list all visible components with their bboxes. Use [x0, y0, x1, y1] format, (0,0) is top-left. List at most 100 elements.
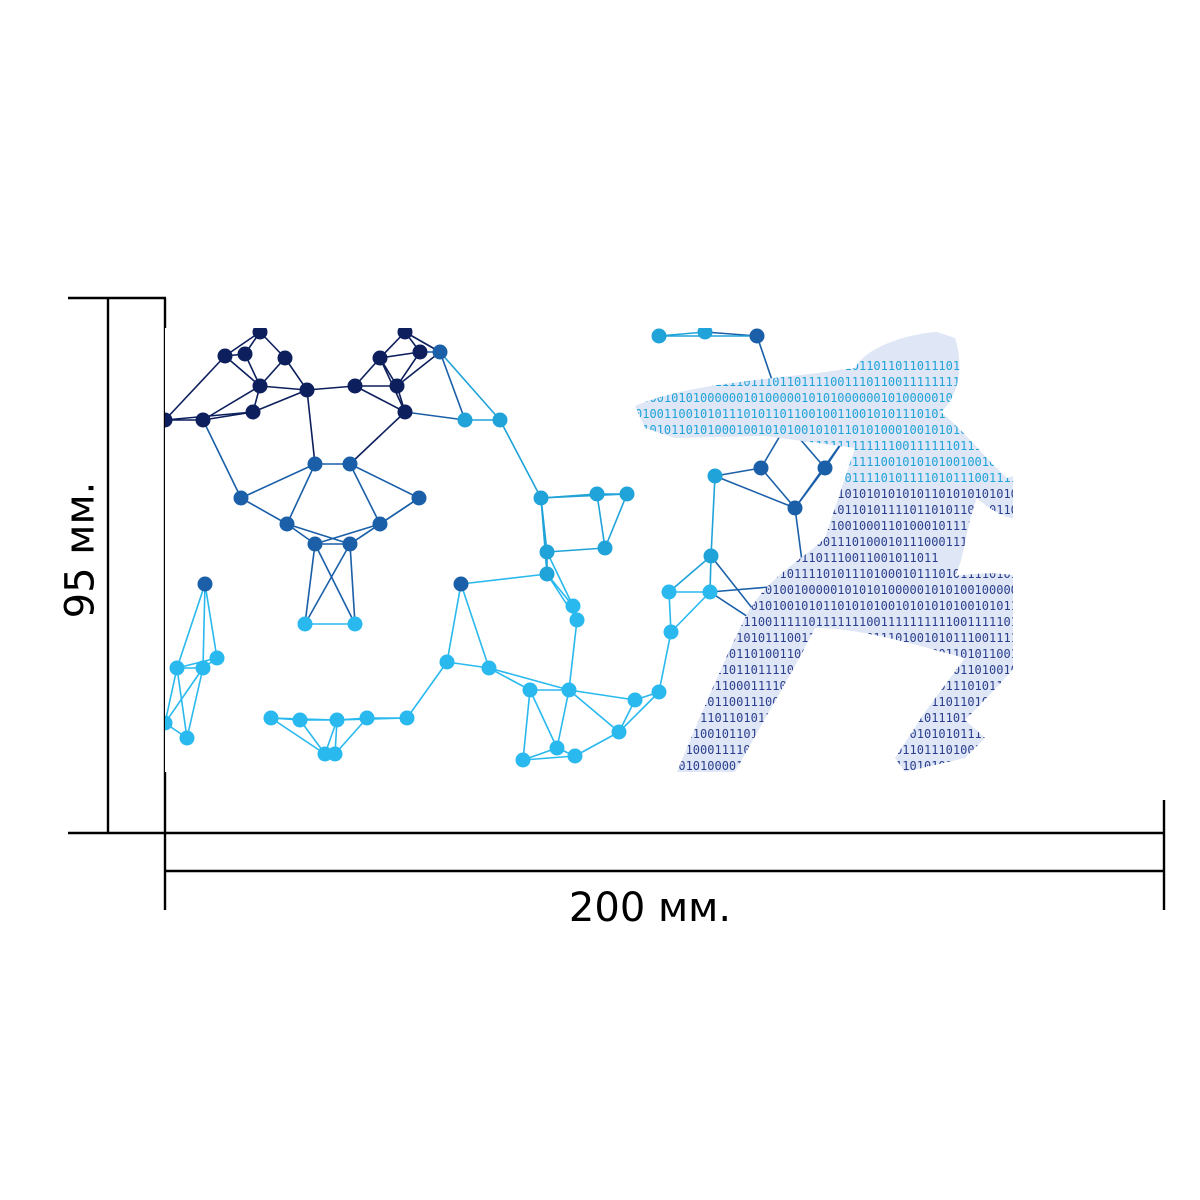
- network-edge: [202, 385, 261, 421]
- network-edge: [540, 497, 548, 575]
- network-edge: [546, 551, 574, 607]
- network-node: [481, 660, 497, 676]
- network-node: [453, 576, 469, 592]
- network-edge: [540, 493, 628, 499]
- network-node: [245, 404, 261, 420]
- network-node: [611, 724, 627, 740]
- network-node: [651, 328, 667, 344]
- network-node: [589, 486, 605, 502]
- binary-row: 0101011010100010010101001010110101000100…: [635, 423, 1013, 437]
- binary-row: 1011000111010010101110011110110001110100…: [635, 631, 1013, 645]
- network-edge: [618, 691, 660, 733]
- network-node: [749, 328, 765, 344]
- network-edge: [165, 667, 178, 724]
- binary-row: 0111111111111100111111011111111111110011…: [635, 439, 1013, 453]
- binary-row: 1010010110011011011110110100101100110110…: [635, 663, 1013, 677]
- network-edge: [202, 411, 254, 421]
- network-node: [619, 486, 635, 502]
- network-edge: [568, 689, 636, 701]
- network-edge: [714, 475, 796, 509]
- network-node: [217, 348, 233, 364]
- network-artwork: 0010111001100101110011001011100111100101…: [165, 328, 1013, 772]
- network-node: [533, 490, 549, 506]
- binary-row: 1011001111111110111011011110011101100111…: [635, 375, 1013, 389]
- network-node: [651, 684, 667, 700]
- network-edge: [460, 573, 548, 585]
- network-edge: [259, 385, 308, 391]
- network-node: [597, 540, 613, 556]
- network-node: [327, 746, 343, 762]
- network-node: [279, 516, 295, 532]
- network-edge: [574, 731, 620, 757]
- network-edge: [354, 385, 406, 413]
- network-node: [663, 624, 679, 640]
- network-node: [549, 740, 565, 756]
- network-edge: [314, 523, 381, 545]
- network-edge: [522, 755, 576, 761]
- runner-silhouette: [635, 332, 1013, 772]
- network-node: [252, 328, 268, 340]
- network-edge: [406, 661, 448, 719]
- network-node: [165, 412, 173, 428]
- network-node: [277, 350, 293, 366]
- network-node: [539, 566, 555, 582]
- network-node: [432, 344, 448, 360]
- network-node: [372, 350, 388, 366]
- network-edge: [568, 619, 578, 691]
- network-node: [169, 660, 185, 676]
- network-edge: [658, 631, 672, 693]
- network-node: [299, 382, 315, 398]
- network-node: [661, 584, 677, 600]
- network-node: [411, 490, 427, 506]
- binary-row: 1010010100011110110111010010100011110110…: [635, 743, 1013, 757]
- binary-row: 1011010101011001110011011010101011001110…: [635, 695, 1013, 709]
- network-edge: [286, 523, 351, 545]
- network-edge: [460, 583, 490, 669]
- network-edge: [349, 411, 406, 465]
- network-node: [252, 378, 268, 394]
- network-edge: [568, 689, 620, 733]
- network-node: [565, 598, 581, 614]
- network-node: [567, 748, 583, 764]
- network-node: [817, 460, 833, 476]
- binary-row: 1101011011011000111101110101101101100011…: [635, 679, 1013, 693]
- network-node: [263, 710, 279, 726]
- network-edge: [286, 463, 316, 525]
- network-edge: [439, 351, 466, 421]
- network-edge: [710, 475, 716, 557]
- network-node: [297, 616, 313, 632]
- binary-row: 0100110010101110101101100100110010101110…: [635, 407, 1013, 421]
- network-edge: [596, 493, 606, 549]
- network-node: [292, 712, 308, 728]
- network-edge: [240, 463, 316, 499]
- network-node: [342, 456, 358, 472]
- network-node: [399, 710, 415, 726]
- binary-row: 0001011100011101000101110001110100010111…: [635, 535, 982, 549]
- network-node: [787, 500, 803, 516]
- network-edge: [488, 667, 570, 691]
- binary-row: 1001100101101110011001011011100110010110…: [635, 551, 938, 565]
- network-node: [237, 346, 253, 362]
- network-edge: [176, 583, 206, 669]
- network-edge: [529, 689, 558, 749]
- network-node: [195, 412, 211, 428]
- height-label: 95 мм.: [57, 481, 103, 619]
- network-node: [627, 692, 643, 708]
- binary-row: 0110011010110011010011001101011001101001…: [635, 647, 1013, 661]
- network-edge: [334, 717, 368, 755]
- network-node: [457, 412, 473, 428]
- network-node: [372, 516, 388, 532]
- network-node: [165, 715, 173, 731]
- width-label: 200 мм.: [568, 885, 732, 931]
- network-node: [307, 456, 323, 472]
- network-edge: [270, 717, 326, 755]
- network-node: [569, 612, 585, 628]
- network-edge: [306, 385, 356, 391]
- network-node: [233, 490, 249, 506]
- network-edge: [714, 467, 762, 477]
- network-edge: [252, 389, 308, 413]
- network-edge: [670, 591, 711, 633]
- network-node: [492, 412, 508, 428]
- network-node: [195, 660, 211, 676]
- network-node: [515, 752, 531, 768]
